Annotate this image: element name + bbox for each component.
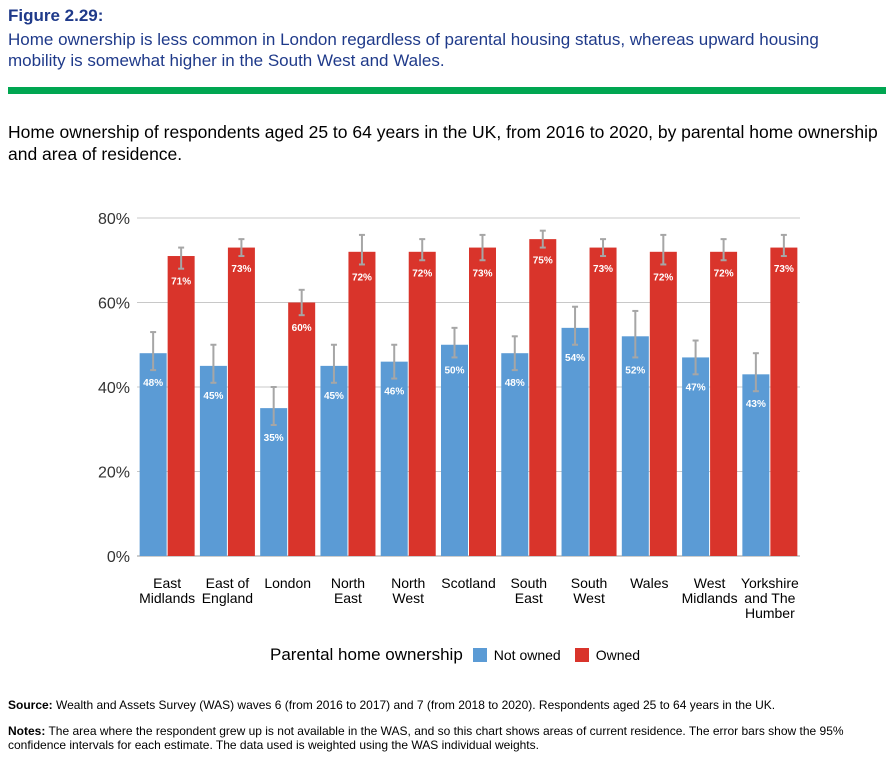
data-label: 75% xyxy=(533,256,553,267)
bar-owned xyxy=(167,256,195,556)
data-label: 72% xyxy=(352,272,372,283)
data-label: 73% xyxy=(231,264,251,275)
bar-not-owned xyxy=(320,365,348,556)
bar-not-owned xyxy=(441,344,468,556)
data-label: 60% xyxy=(292,323,312,334)
bar-not-owned xyxy=(380,361,408,556)
bar-owned xyxy=(288,302,316,556)
source-note: Source: Wealth and Assets Survey (WAS) w… xyxy=(8,698,883,712)
legend-label-not-owned: Not owned xyxy=(493,647,561,663)
title-divider xyxy=(8,87,886,94)
legend-swatch-not-owned xyxy=(472,648,487,662)
data-label: 50% xyxy=(444,365,464,376)
x-tick-label: East of England xyxy=(202,575,253,606)
bar-owned xyxy=(649,251,677,557)
bar-owned xyxy=(529,239,557,556)
bar-not-owned xyxy=(260,408,288,556)
notes-text: The area where the respondent grew up is… xyxy=(8,724,844,752)
data-label: 73% xyxy=(774,264,794,275)
source-label: Source: xyxy=(8,698,53,712)
data-label: 35% xyxy=(264,433,284,444)
bar-chart: 0% 20% 40% 60% 80% 48% 71% East Midlands 45% 73% Ea… xyxy=(98,211,800,621)
data-label: 48% xyxy=(505,378,525,389)
legend-swatch-owned xyxy=(574,648,589,662)
data-label: 47% xyxy=(686,382,706,393)
bar-owned xyxy=(227,247,255,556)
legend-title: Parental home ownership xyxy=(270,645,463,664)
bar-not-owned xyxy=(621,336,649,556)
legend-label-owned: Owned xyxy=(595,647,641,663)
data-label: 46% xyxy=(384,387,404,398)
x-tick-label: North East xyxy=(331,575,365,606)
data-label: 72% xyxy=(653,272,673,283)
bar-owned xyxy=(770,247,798,556)
data-label: 45% xyxy=(203,391,223,402)
data-label: 48% xyxy=(143,378,163,389)
y-tick-label: 20% xyxy=(98,465,130,482)
x-tick-label: North West xyxy=(391,575,425,606)
x-tick-label: Wales xyxy=(630,575,668,591)
bar-not-owned xyxy=(199,365,227,556)
bar-not-owned xyxy=(742,374,770,556)
bar-not-owned xyxy=(139,353,167,556)
data-label: 43% xyxy=(746,399,766,410)
bar-not-owned xyxy=(501,353,529,556)
bar-owned xyxy=(469,247,496,556)
x-tick-label: South West xyxy=(571,575,608,606)
x-tick-label: London xyxy=(264,575,311,591)
x-tick-label: East Midlands xyxy=(139,575,195,606)
x-tick-label: Scotland xyxy=(441,575,495,591)
y-tick-label: 60% xyxy=(98,296,130,313)
legend-item-not-owned: Not owned xyxy=(472,647,561,663)
legend-item-owned: Owned xyxy=(574,647,641,663)
legend: Parental home ownership Not owned Owned xyxy=(270,643,654,667)
data-label: 45% xyxy=(324,391,344,402)
x-tick-label: South East xyxy=(510,575,547,606)
bar-not-owned xyxy=(682,357,710,556)
y-tick-label: 80% xyxy=(98,211,130,228)
data-label: 52% xyxy=(625,365,645,376)
source-text: Wealth and Assets Survey (WAS) waves 6 (… xyxy=(52,698,776,712)
data-label: 73% xyxy=(593,264,613,275)
notes-label: Notes: xyxy=(8,724,46,738)
y-tick-label: 0% xyxy=(107,549,130,566)
figure-label: Figure 2.29: xyxy=(8,6,104,25)
y-tick-label: 40% xyxy=(98,380,130,397)
x-tick-label: Yorkshire and The Humber xyxy=(741,575,799,621)
bar-owned xyxy=(589,247,617,556)
bar-not-owned xyxy=(561,327,589,556)
data-label: 54% xyxy=(565,353,585,364)
data-label: 73% xyxy=(472,268,492,279)
data-label: 72% xyxy=(714,268,734,279)
data-label: 72% xyxy=(412,268,432,279)
chart-title: Home ownership of respondents aged 25 to… xyxy=(8,122,878,164)
figure-title: Home ownership is less common in London … xyxy=(8,30,819,70)
bar-owned xyxy=(710,251,738,557)
data-label: 71% xyxy=(171,277,191,288)
notes: Notes: The area where the respondent gre… xyxy=(8,724,883,752)
bar-owned xyxy=(348,251,376,557)
bar-owned xyxy=(408,251,436,557)
x-tick-label: West Midlands xyxy=(682,575,738,606)
